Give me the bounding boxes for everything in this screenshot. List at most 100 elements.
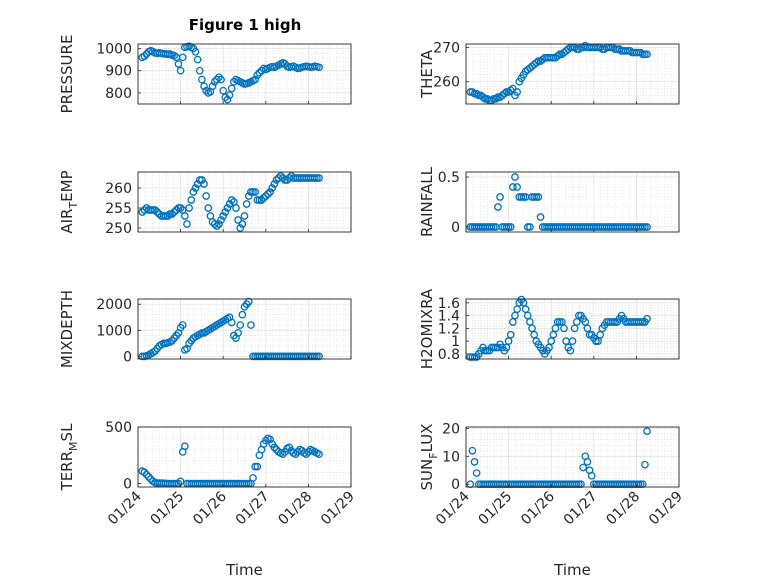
- data-point: [202, 86, 211, 95]
- data-point: [270, 180, 279, 188]
- y-axis-label: RAINFALL: [418, 166, 436, 237]
- y-tick-label: 10: [442, 449, 460, 465]
- data-point: [225, 200, 234, 208]
- data-point: [223, 204, 232, 212]
- y-axis-label: H2OMIXRA: [418, 288, 436, 369]
- data-point: [526, 223, 534, 231]
- data-point: [234, 329, 242, 337]
- data-point: [534, 193, 543, 201]
- data-point: [140, 468, 149, 477]
- data-point: [178, 321, 187, 329]
- data-point: [221, 93, 230, 102]
- y-tick-label: 0: [451, 220, 460, 236]
- data-point: [170, 51, 179, 60]
- data-point: [643, 50, 651, 59]
- x-tick-label: 01/28: [603, 489, 643, 529]
- data-point: [142, 470, 151, 479]
- data-point: [315, 352, 323, 361]
- x-tick-label: 01/25: [476, 489, 516, 529]
- data-point: [536, 213, 545, 221]
- axes-mixdepth: 0 1000 2000 MIXDEPTH: [58, 290, 352, 368]
- data-point: [257, 66, 266, 75]
- data-point: [153, 208, 162, 216]
- data-point: [513, 183, 521, 191]
- y-tick-label: 1.2: [438, 321, 460, 337]
- figure-title: Figure 1 high: [189, 16, 302, 34]
- x-tick-label: 01/27: [233, 489, 273, 529]
- data-point: [238, 310, 247, 319]
- data-point: [643, 314, 651, 323]
- data-point: [575, 45, 583, 53]
- x-tick-label: 01/29: [646, 489, 686, 529]
- data-point: [168, 210, 176, 218]
- data-point: [302, 450, 311, 459]
- data-point: [261, 192, 270, 200]
- data-point: [496, 193, 504, 201]
- y-tick-label: 2000: [96, 297, 132, 313]
- data-point: [472, 89, 481, 98]
- data-point: [253, 462, 262, 471]
- y-tick-label: 900: [105, 64, 132, 80]
- data-point: [479, 93, 487, 101]
- data-point: [472, 469, 481, 477]
- axis-box: [137, 43, 352, 105]
- data-point: [219, 212, 228, 220]
- y-tick-label: 260: [433, 75, 460, 91]
- data-point: [587, 471, 596, 480]
- data-point: [643, 223, 651, 231]
- axes-pressure: 800 900 1000 PRESSURE: [58, 35, 352, 114]
- data-point: [506, 223, 515, 231]
- y-tick-label: 0: [123, 477, 132, 493]
- x-axis-label: Time: [225, 561, 263, 579]
- data-point: [176, 204, 185, 212]
- data-point: [468, 446, 477, 455]
- data-point: [513, 88, 521, 96]
- y-axis-label: TERRMSL: [58, 423, 80, 492]
- y-axis-label: THETA: [418, 49, 436, 99]
- x-axis-label: Time: [553, 561, 591, 579]
- data-point: [315, 174, 323, 182]
- data-point: [212, 222, 221, 230]
- data-point: [244, 297, 253, 306]
- data-point: [261, 436, 270, 445]
- data-point: [219, 86, 228, 95]
- data-point: [266, 435, 274, 444]
- x-tick-label: 01/29: [318, 489, 358, 529]
- data-point: [202, 192, 211, 200]
- data-point: [244, 192, 253, 200]
- data-point: [560, 324, 568, 333]
- axis-box: [465, 171, 680, 233]
- y-axis-label: AIRTEMP: [58, 170, 80, 233]
- data-point: [215, 220, 223, 228]
- data-point: [641, 460, 649, 469]
- data-point: [579, 463, 588, 472]
- data-point: [174, 60, 183, 68]
- data-point: [470, 458, 479, 466]
- data-point: [193, 55, 202, 64]
- data-point: [238, 220, 247, 228]
- data-point: [185, 204, 193, 212]
- data-point: [247, 321, 255, 329]
- data-point: [259, 194, 268, 202]
- data-point: [500, 89, 509, 98]
- data-point: [291, 450, 300, 459]
- x-tick-label: 01/25: [148, 489, 188, 529]
- data-point: [468, 88, 477, 96]
- data-point: [181, 212, 189, 220]
- data-point: [225, 91, 234, 99]
- data-point: [183, 220, 191, 228]
- y-tick-label: 260: [105, 181, 132, 197]
- data-point: [553, 52, 562, 60]
- data-point: [151, 206, 159, 214]
- y-tick-label: 270: [433, 40, 460, 56]
- data-point: [315, 63, 323, 72]
- data-point: [583, 458, 592, 466]
- y-axis-label: PRESSURE: [58, 35, 76, 114]
- data-point: [163, 212, 172, 220]
- data-point: [251, 188, 259, 196]
- data-point: [232, 204, 240, 212]
- data-point: [251, 75, 259, 84]
- y-tick-label: 1.4: [438, 309, 460, 325]
